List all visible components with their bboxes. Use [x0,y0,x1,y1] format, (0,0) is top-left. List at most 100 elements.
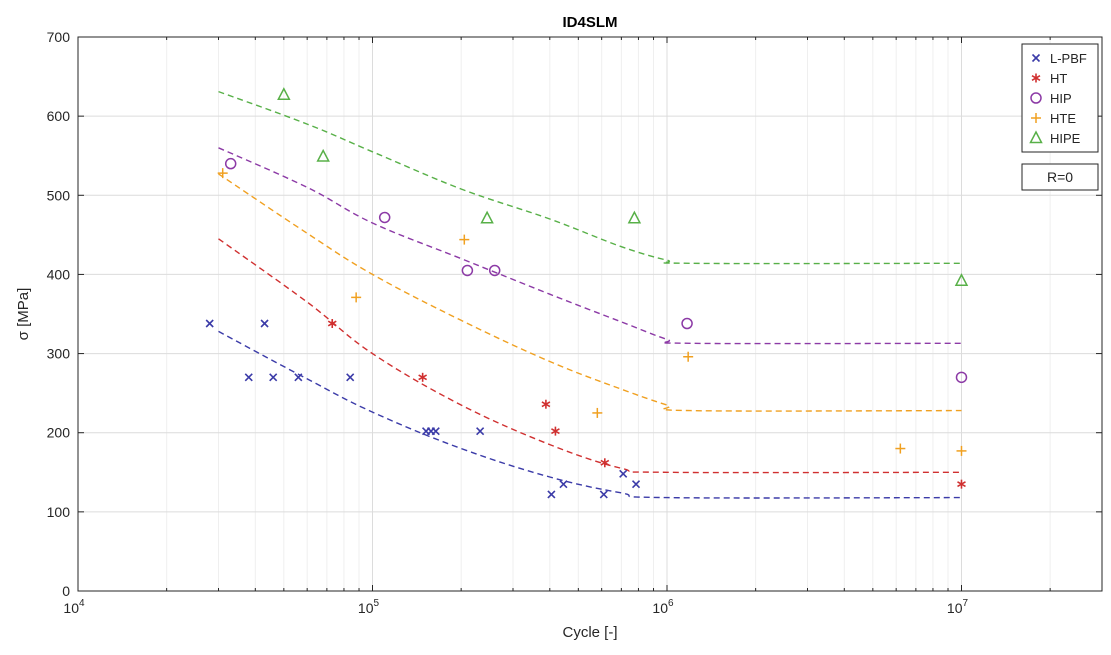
y-tick-label: 600 [47,108,71,124]
legend-marker [1029,130,1043,144]
series-hte [217,168,967,456]
y-tick-label: 0 [62,583,70,599]
marker-stroke [957,481,966,488]
data-point [480,210,494,224]
x-tick-label: 106 [652,598,674,616]
data-point [541,399,551,409]
data-point [627,210,642,224]
data-point [957,479,966,489]
marker-stroke [260,319,269,328]
marker-stroke [346,373,355,382]
grid-lines [77,36,1103,592]
data-point [316,148,330,162]
series-ht [327,318,966,489]
data-point [269,373,278,382]
annotation-frame [1021,163,1099,191]
plot-area [78,37,1102,591]
series-hip [224,157,968,384]
data-point [205,319,214,328]
x-tick-label: 107 [947,598,969,616]
fit-curve-hipe [218,90,962,265]
x-tick-label: 105 [358,598,380,616]
legend-item: HTE [1031,111,1076,126]
data-point [431,427,440,436]
data-point [956,445,967,456]
marker-stroke [205,319,214,328]
fit-curve-hte [218,173,962,412]
data-point [619,469,628,478]
data-point [459,234,470,245]
fit-curve-ht [218,238,962,474]
marker-stroke [547,490,556,499]
legend-marker [1030,92,1042,104]
marker-stroke [294,373,303,382]
legend-label: HIPE [1050,131,1081,146]
y-tick-label: 700 [47,29,71,45]
fit-curve-l-pbf [218,330,962,499]
data-point [683,351,694,362]
x-tick-label: 104 [63,598,85,616]
data-point [599,490,608,499]
annotation-text: R=0 [1047,169,1073,185]
data-point [895,443,906,454]
legend: L-PBF HT HIP HTE HIPE [1021,43,1099,153]
data-point [547,490,556,499]
fit-curves [218,90,962,499]
data-point [346,373,355,382]
legend-label: HIP [1050,91,1072,106]
data-point [418,372,428,382]
marker-stroke [631,480,641,489]
x-axis-label: Cycle [-] [562,624,617,641]
legend-item: HIP [1030,91,1072,106]
legend-item: HT [1031,71,1067,86]
y-tick-label: 500 [47,187,71,203]
fit-curve-hip [218,147,962,345]
y-tick-label: 300 [47,346,71,362]
legend-label: HTE [1050,111,1076,126]
legend-item: HIPE [1029,130,1081,146]
data-point [224,157,237,170]
data-point [260,319,269,328]
data-point [955,371,968,384]
marker-stroke [559,480,568,489]
data-point [327,318,337,328]
legend-marker [1031,53,1041,63]
data-point [631,480,641,489]
legend-marker [1031,113,1041,123]
y-axis-label: σ [MPa] [15,288,32,341]
y-tick-label: 100 [47,504,71,520]
marker-stroke [541,401,551,408]
marker-stroke [244,373,253,382]
marker-stroke [619,469,628,478]
marker-stroke [1031,53,1041,63]
series-l-pbf [205,319,641,499]
legend-label: HT [1050,71,1067,86]
legend-label: L-PBF [1050,51,1087,66]
y-tick-label: 400 [47,266,71,282]
data-point [277,87,291,101]
annotation-box: R=0 [1021,163,1099,191]
chart-title: ID4SLM [562,14,617,31]
data-point [378,211,391,224]
data-point [551,426,560,436]
marker-stroke [600,459,610,466]
data-point [600,458,610,468]
marker-stroke [1031,75,1041,81]
data-points [205,87,969,499]
data-point [461,264,474,277]
marker-stroke [418,374,428,381]
axes: 0 100 200 300 400 500 600 700 104 105 106 107 [47,29,1103,616]
data-point [681,317,693,330]
marker-stroke [269,373,278,382]
data-point [592,407,603,418]
marker-stroke [599,490,608,499]
data-point [294,373,303,382]
data-point [488,264,501,277]
data-point [954,273,969,287]
plot-frame [77,36,1103,592]
data-point [244,373,253,382]
data-point [476,427,485,436]
y-tick-label: 200 [47,425,71,441]
legend-item: L-PBF [1031,51,1087,66]
